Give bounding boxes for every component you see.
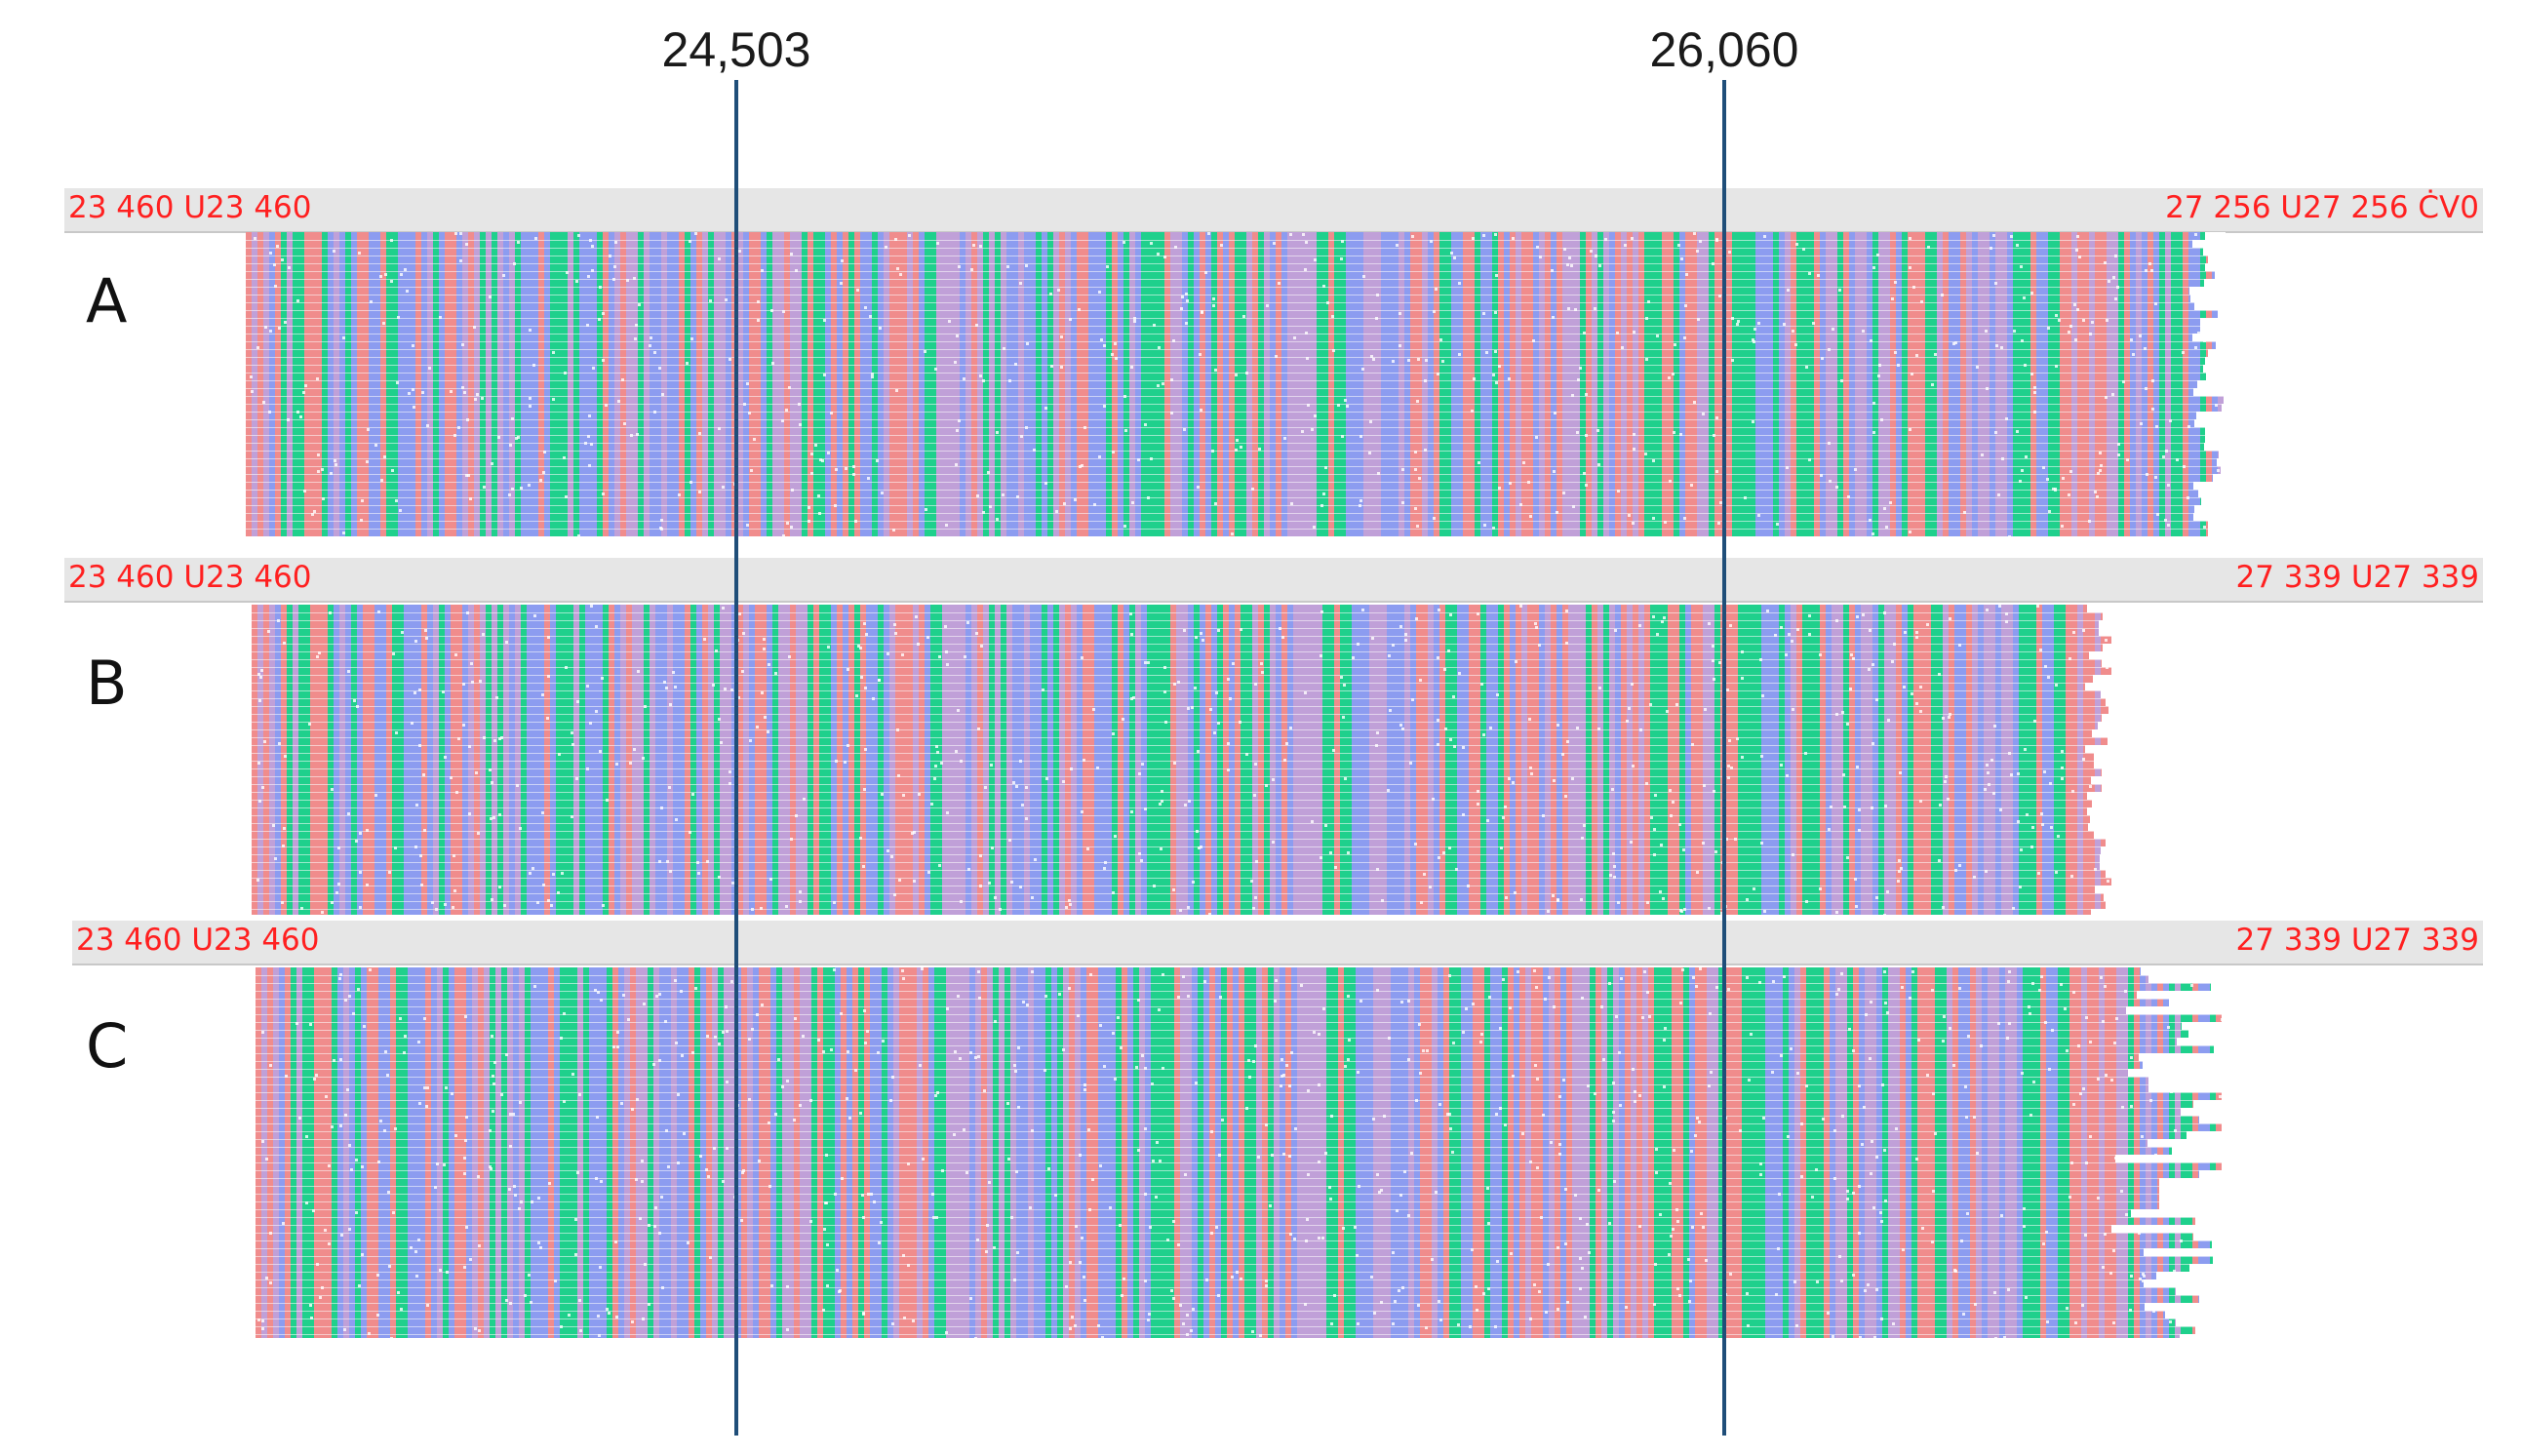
panel-b-letter: B (86, 648, 128, 719)
panel-b-start-coordinate: 23 460 U23 460 (68, 560, 312, 595)
panel-a-alignment (246, 232, 2226, 536)
alignC-texture (256, 967, 2226, 1338)
panel-a-header: 23 460 U23 460 27 256 U27 256 ĊV0 (64, 188, 2483, 233)
panel-b-header: 23 460 U23 460 27 339 U27 339 (64, 558, 2483, 603)
marker-line-24503 (734, 80, 738, 1436)
alignA-texture (246, 232, 2226, 536)
marker-label-24503: 24,503 (661, 22, 811, 77)
panel-c-letter: C (86, 1010, 129, 1082)
panel-b-alignment (252, 605, 2112, 915)
panel-c-alignment (256, 967, 2226, 1338)
panel-c-end-coordinate: 27 339 U27 339 (2235, 923, 2479, 958)
panel-a-end-coordinate: 27 256 U27 256 ĊV0 (2165, 190, 2479, 225)
alignB-texture (252, 605, 2112, 915)
marker-label-26060: 26,060 (1649, 22, 1799, 77)
panel-c-header: 23 460 U23 460 27 339 U27 339 (72, 921, 2483, 965)
panel-c-start-coordinate: 23 460 U23 460 (76, 923, 320, 958)
marker-line-26060 (1722, 80, 1726, 1436)
panel-a-start-coordinate: 23 460 U23 460 (68, 190, 312, 225)
panel-b-end-coordinate: 27 339 U27 339 (2235, 560, 2479, 595)
panel-a-letter: A (86, 265, 128, 336)
